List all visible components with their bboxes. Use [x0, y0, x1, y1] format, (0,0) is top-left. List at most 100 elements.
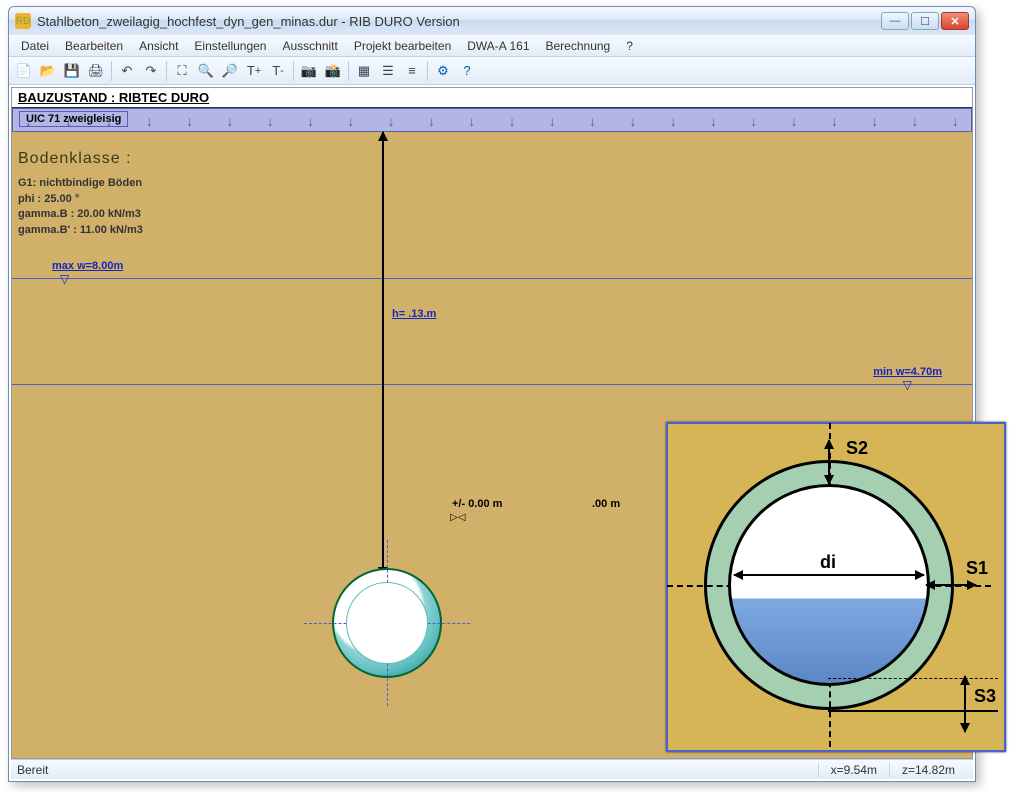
text-big-icon[interactable]: T+: [243, 60, 265, 82]
load-arrows: ↓↓↓↓↓↓↓↓↓↓↓↓↓↓↓↓↓↓↓↓↓↓↓↓: [13, 112, 971, 130]
detail-di-label: di: [820, 552, 836, 573]
menu-berechnung[interactable]: Berechnung: [538, 37, 619, 55]
detail-s3-label: S3: [974, 686, 996, 707]
load-arrow-icon: ↓: [106, 112, 113, 130]
load-arrow-icon: ↓: [589, 112, 596, 130]
maximize-button[interactable]: ☐: [911, 12, 939, 30]
detail-s1-arrow: [926, 584, 976, 586]
load-arrow-icon: ↓: [791, 112, 798, 130]
soil-line1: G1: nichtbindige Böden: [18, 176, 143, 191]
text-small-icon[interactable]: T-: [267, 60, 289, 82]
load-arrow-icon: ↓: [750, 112, 757, 130]
zoom-fit-icon[interactable]: ⛶: [171, 60, 193, 82]
detail-pipe-inner: [728, 484, 930, 686]
menu-bearbeiten[interactable]: Bearbeiten: [57, 37, 131, 55]
grid-icon[interactable]: ▦: [353, 60, 375, 82]
load-arrow-icon: ↓: [226, 112, 233, 130]
list-icon[interactable]: ≡: [401, 60, 423, 82]
load-arrow-icon: ↓: [468, 112, 475, 130]
detail-s1-label: S1: [966, 558, 988, 579]
load-band: UIC 71 zweigleisig ↓↓↓↓↓↓↓↓↓↓↓↓↓↓↓↓↓↓↓↓↓…: [12, 108, 972, 132]
menu-datei[interactable]: Datei: [13, 37, 57, 55]
load-arrow-icon: ↓: [629, 112, 636, 130]
pipe-cross-section: [332, 568, 442, 678]
separator: [166, 61, 167, 81]
water-max-label: max w=8.00m: [52, 260, 123, 272]
load-arrow-icon: ↓: [307, 112, 314, 130]
state-header: BAUZUSTAND : RIBTEC DURO: [12, 88, 972, 108]
load-arrow-icon: ↓: [549, 112, 556, 130]
open-icon[interactable]: 📂: [37, 60, 59, 82]
titlebar: RD Stahlbeton_zweilagig_hochfest_dyn_gen…: [9, 7, 975, 35]
menu-einstellungen[interactable]: Einstellungen: [186, 37, 274, 55]
undo-icon[interactable]: ↶: [116, 60, 138, 82]
window-title: Stahlbeton_zweilagig_hochfest_dyn_gen_mi…: [37, 14, 881, 29]
load-arrow-icon: ↓: [428, 112, 435, 130]
print-icon[interactable]: 🖨: [85, 60, 107, 82]
app-icon: RD: [15, 13, 31, 29]
menu-dwa[interactable]: DWA-A 161: [459, 37, 537, 55]
menubar: Datei Bearbeiten Ansicht Einstellungen A…: [9, 35, 975, 57]
detail-s2-label: S2: [846, 438, 868, 459]
zoom-out-icon[interactable]: 🔎: [219, 60, 241, 82]
detail-di-arrow: [734, 574, 924, 576]
load-arrow-icon: ↓: [952, 112, 959, 130]
toolbar: 📄 📂 💾 🖨 ↶ ↷ ⛶ 🔍 🔎 T+ T- 📷 📸 ▦ ☰ ≡ ⚙ ?: [9, 57, 975, 85]
soil-info: Bodenklasse : G1: nichtbindige Böden phi…: [18, 148, 143, 238]
menu-help[interactable]: ?: [618, 37, 641, 55]
load-arrow-icon: ↓: [509, 112, 516, 130]
load-arrow-icon: ↓: [831, 112, 838, 130]
load-arrow-icon: ↓: [65, 112, 72, 130]
dimension-vertical: [382, 132, 384, 576]
detail-s3-refline-bot: [828, 710, 998, 712]
load-arrow-icon: ↓: [25, 112, 32, 130]
zoom-in-icon[interactable]: 🔍: [195, 60, 217, 82]
offset-left-label: +/- 0.00 m: [452, 498, 502, 510]
water-line-min: [12, 384, 972, 385]
detail-overlay: di S2 S1 S3: [666, 422, 1006, 752]
water-min-mark-icon: ▽: [903, 378, 912, 392]
soil-line4: gamma.B' : 11.00 kN/m3: [18, 223, 143, 238]
camera1-icon[interactable]: 📷: [298, 60, 320, 82]
redo-icon[interactable]: ↷: [140, 60, 162, 82]
detail-s3-refline-top: [828, 678, 998, 679]
close-button[interactable]: ✕: [941, 12, 969, 30]
status-ready: Bereit: [17, 763, 48, 777]
camera2-icon[interactable]: 📸: [322, 60, 344, 82]
window-buttons: — ☐ ✕: [881, 12, 969, 30]
load-arrow-icon: ↓: [388, 112, 395, 130]
load-arrow-icon: ↓: [347, 112, 354, 130]
soil-heading: Bodenklasse :: [18, 148, 143, 170]
load-arrow-icon: ↓: [670, 112, 677, 130]
soil-line2: phi : 25.00 °: [18, 192, 143, 207]
detail-s3-arrow: [964, 676, 966, 732]
save-icon[interactable]: 💾: [61, 60, 83, 82]
load-arrow-icon: ↓: [186, 112, 193, 130]
menu-ansicht[interactable]: Ansicht: [131, 37, 186, 55]
separator: [293, 61, 294, 81]
offset-mark-icon: ▷◁: [450, 512, 465, 523]
load-arrow-icon: ↓: [267, 112, 274, 130]
soil-line3: gamma.B : 20.00 kN/m3: [18, 207, 143, 222]
status-z: z=14.82m: [889, 763, 967, 777]
water-min-label: min w=4.70m: [873, 366, 942, 378]
help-icon[interactable]: ?: [456, 60, 478, 82]
menu-projekt[interactable]: Projekt bearbeiten: [346, 37, 459, 55]
water-max-mark-icon: ▽: [60, 272, 69, 286]
dimension-h-label: h= .13.m: [392, 308, 436, 320]
table-icon[interactable]: ☰: [377, 60, 399, 82]
load-arrow-icon: ↓: [871, 112, 878, 130]
calc-icon[interactable]: ⚙: [432, 60, 454, 82]
menu-ausschnitt[interactable]: Ausschnitt: [274, 37, 345, 55]
statusbar: Bereit x=9.54m z=14.82m: [11, 759, 973, 779]
status-x: x=9.54m: [818, 763, 889, 777]
separator: [348, 61, 349, 81]
separator: [111, 61, 112, 81]
new-icon[interactable]: 📄: [13, 60, 35, 82]
pipe-inner: [346, 582, 428, 664]
load-arrow-icon: ↓: [146, 112, 153, 130]
load-arrow-icon: ↓: [912, 112, 919, 130]
minimize-button[interactable]: —: [881, 12, 909, 30]
detail-s2-arrow: [828, 440, 830, 484]
offset-right-label: .00 m: [592, 498, 620, 510]
